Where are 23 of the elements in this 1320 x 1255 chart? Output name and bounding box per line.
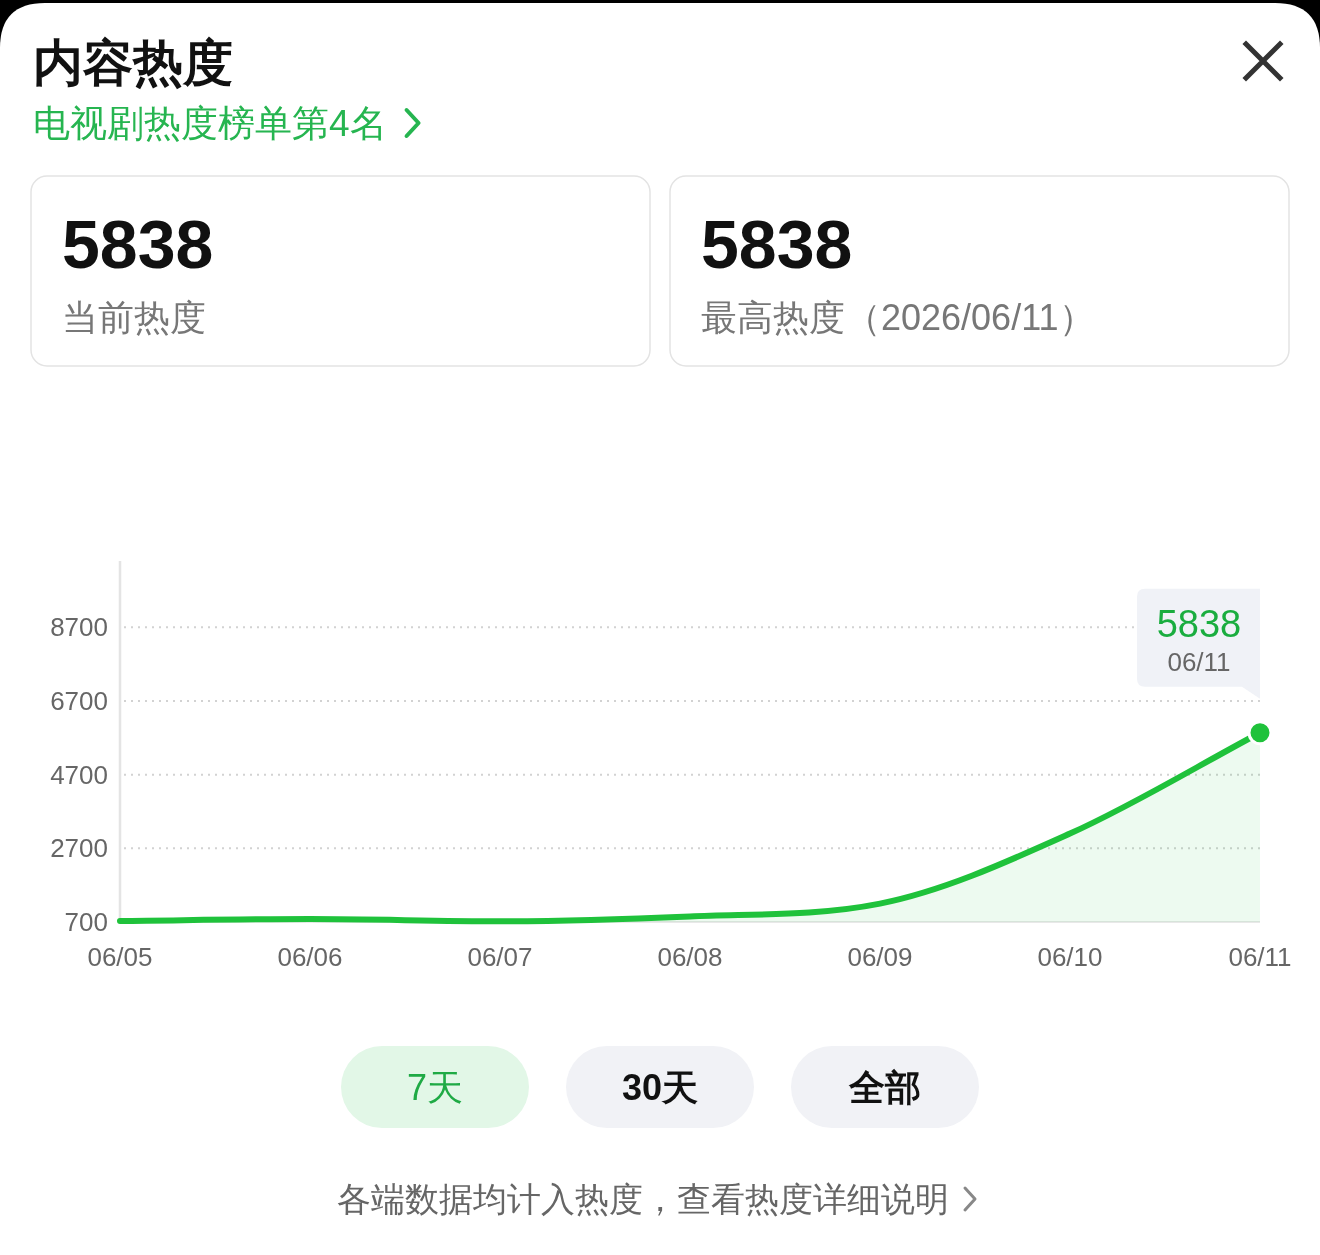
y-tick-label: 6700 — [50, 685, 108, 716]
button: 30天 — [566, 1046, 754, 1128]
button: 全部 — [791, 1046, 979, 1128]
y-tick-label: 8700 — [50, 612, 108, 643]
tooltip: 5838 06/11 — [1137, 588, 1260, 699]
annotation: 06/11 — [1167, 646, 1231, 677]
card: 5838 当前热度 — [30, 175, 651, 367]
button: 7天 — [341, 1046, 529, 1128]
text: 各端数据均计入热度，查看热度详细说明 — [337, 1180, 949, 1218]
x-tick-label: 06/06 — [277, 942, 343, 972]
x-tick-label: 06/11 — [1228, 942, 1292, 972]
chart-subtitle: 电视剧热度榜单第4名 — [33, 103, 387, 144]
x-tick-label: 06/07 — [467, 942, 533, 972]
x-tick-label: 06/05 — [87, 942, 153, 972]
x-tick-label: 06/09 — [847, 942, 913, 972]
chart-title: 内容热度 — [33, 35, 233, 91]
x-tick-label: 06/08 — [657, 942, 723, 972]
annotation: 5838 — [1156, 602, 1242, 645]
y-tick-label: 4700 — [50, 759, 108, 790]
x-tick-label: 06/10 — [1037, 942, 1103, 972]
y-tick-label: 700 — [64, 907, 108, 937]
y-tick-label: 2700 — [50, 833, 108, 864]
card: 5838 最高热度（2026/06/11） — [669, 175, 1290, 367]
